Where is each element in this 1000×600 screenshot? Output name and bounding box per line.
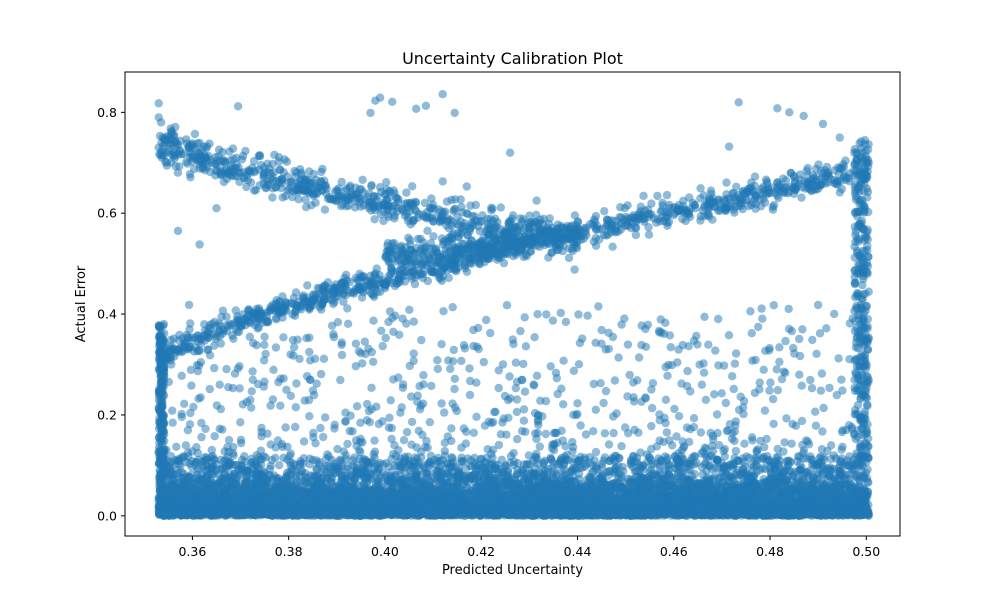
points-layer [154,90,873,520]
